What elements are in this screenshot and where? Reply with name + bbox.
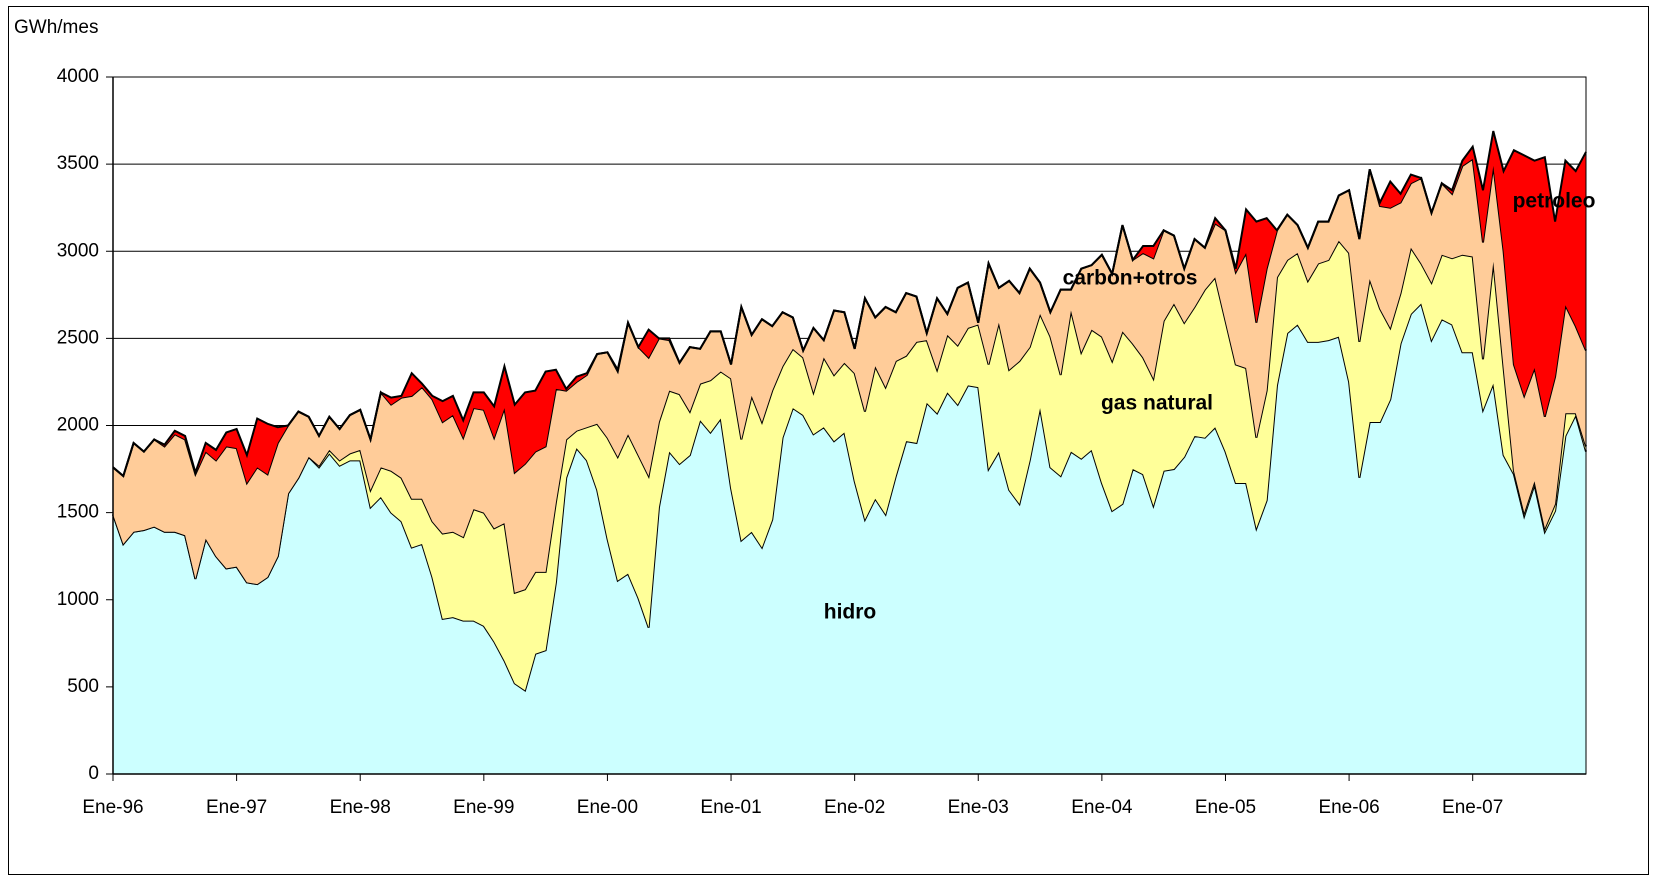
- y-tick-label: 1500: [57, 502, 99, 523]
- plot-border: [112, 76, 1587, 775]
- area: [113, 158, 1586, 593]
- y-tick-label: 0: [88, 763, 99, 784]
- x-tick-label: Ene-04: [1071, 797, 1133, 818]
- area: [113, 131, 1586, 483]
- area: [113, 303, 1586, 774]
- area: [113, 240, 1586, 691]
- y-tick-label: 1000: [57, 589, 99, 610]
- x-tick-label: Ene-96: [82, 797, 143, 818]
- y-axis-label: GWh/mes: [14, 17, 98, 38]
- x-tick-label: Ene-05: [1195, 797, 1256, 818]
- x-tick-label: Ene-00: [577, 797, 638, 818]
- x-tick-label: Ene-99: [453, 797, 514, 818]
- x-tick-label: Ene-03: [948, 797, 1009, 818]
- x-tick-label: Ene-97: [206, 797, 267, 818]
- y-tick-label: 2500: [57, 327, 99, 348]
- series-label: petroleo: [1513, 190, 1596, 213]
- area-outline: [112, 130, 1587, 478]
- series-label: carbon+otros: [1063, 267, 1198, 290]
- series-label: hidro: [824, 601, 877, 624]
- x-tick-label: Ene-06: [1318, 797, 1379, 818]
- y-tick-label: 4000: [57, 66, 99, 87]
- series-label: gas natural: [1101, 392, 1213, 415]
- y-tick-label: 3500: [57, 153, 99, 174]
- x-tick-label: Ene-98: [330, 797, 391, 818]
- y-tick-label: 3000: [57, 240, 99, 261]
- x-tick-label: Ene-02: [824, 797, 885, 818]
- y-tick-label: 2000: [57, 415, 99, 436]
- x-tick-label: Ene-07: [1442, 797, 1503, 818]
- y-tick-label: 500: [67, 676, 99, 697]
- x-tick-label: Ene-01: [700, 797, 761, 818]
